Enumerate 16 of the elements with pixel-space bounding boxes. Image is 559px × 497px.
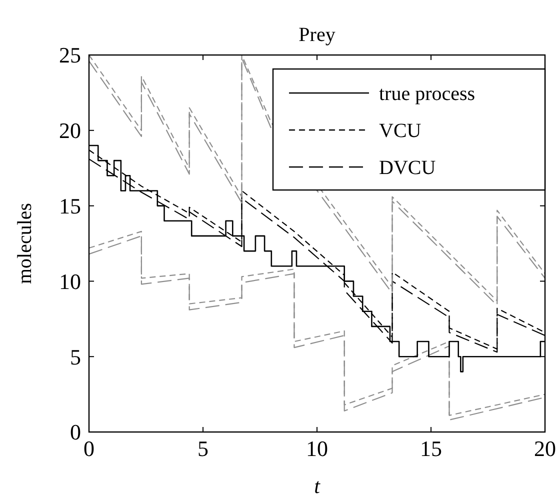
x-tick-label: 10: [306, 436, 328, 461]
legend-label: VCU: [379, 120, 422, 142]
y-tick-label: 10: [59, 268, 81, 294]
x-axis-title: t: [314, 474, 322, 497]
y-tick-label: 5: [70, 344, 81, 370]
y-tick-label: 0: [70, 420, 81, 445]
x-tick-label: 15: [420, 436, 442, 461]
x-tick-label: 20: [534, 436, 556, 461]
y-axis-title: molecules: [14, 202, 36, 284]
legend-label: DVCU: [379, 157, 436, 179]
chart-title: Prey: [298, 24, 336, 46]
y-tick-label: 20: [59, 118, 81, 144]
x-tick-label: 5: [198, 436, 208, 461]
y-tick-label: 25: [59, 42, 81, 68]
legend-label: true process: [379, 83, 476, 105]
y-tick-label: 15: [59, 194, 81, 218]
